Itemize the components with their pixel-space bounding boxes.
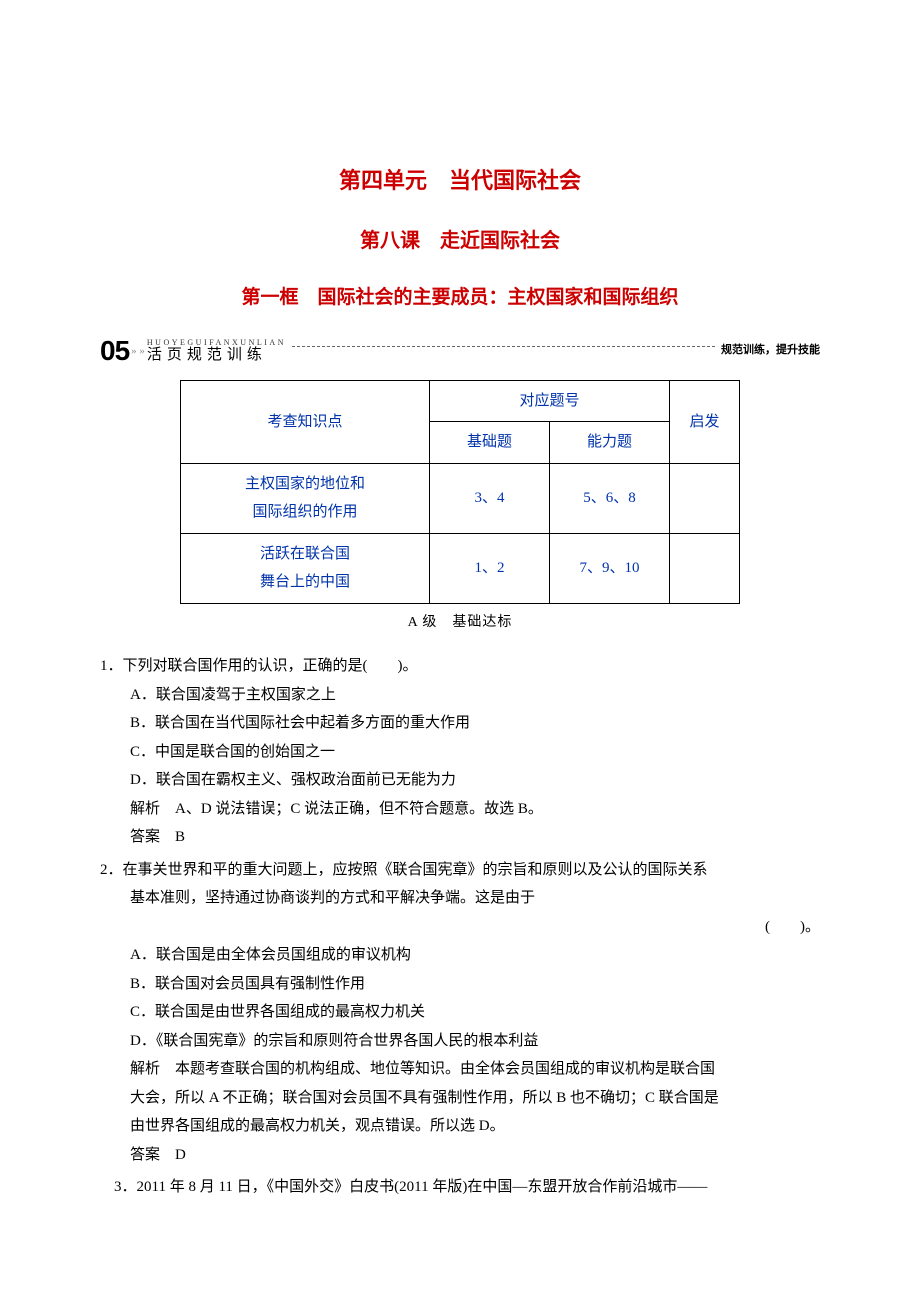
question-3: 3．2011 年 8 月 11 日，《中国外交》白皮书(2011 年版)在中国—… — [100, 1173, 820, 1202]
q2-analysis-line2: 大会，所以 A 不正确；联合国对会员国不具有强制性作用，所以 B 也不确切；C … — [130, 1084, 820, 1113]
th-ability: 能力题 — [550, 422, 670, 464]
banner-pinyin: HUOYEGUIFANXUNLIAN — [147, 339, 286, 347]
unit-title: 第四单元 当代国际社会 — [100, 160, 820, 202]
q2-option-b: B．联合国对会员国具有强制性作用 — [130, 970, 820, 999]
lesson-title: 第八课 走近国际社会 — [100, 222, 820, 260]
q2-option-d: D．《联合国宪章》的宗旨和原则符合世界各国人民的根本利益 — [130, 1027, 820, 1056]
topic-line1: 主权国家的地位和 — [245, 476, 365, 492]
knowledge-table: 考查知识点 对应题号 启发 基础题 能力题 主权国家的地位和 国际组织的作用 3… — [180, 380, 740, 604]
topic-line2: 国际组织的作用 — [252, 504, 357, 520]
td-basic: 1、2 — [430, 533, 550, 603]
q2-paren: ( )。 — [100, 913, 820, 942]
q2-analysis-line3: 由世界各国组成的最高权力机关，观点错误。所以选 D。 — [130, 1112, 820, 1141]
q1-analysis: 解析 A、D 说法错误；C 说法正确，但不符合题意。故选 B。 — [130, 795, 820, 824]
td-ability: 7、9、10 — [550, 533, 670, 603]
q2-stem-line2: 基本准则，坚持通过协商谈判的方式和平解决争端。这是由于 — [130, 884, 820, 913]
td-basic: 3、4 — [430, 463, 550, 533]
q1-answer: 答案 B — [130, 823, 820, 852]
question-1: 1．下列对联合国作用的认识，正确的是( )。 A．联合国凌驾于主权国家之上 B．… — [100, 652, 820, 852]
td-insp — [670, 533, 740, 603]
table-row: 活跃在联合国 舞台上的中国 1、2 7、9、10 — [181, 533, 740, 603]
th-insp: 启发 — [670, 380, 740, 463]
q3-stem: 3．2011 年 8 月 11 日，《中国外交》白皮书(2011 年版)在中国—… — [114, 1173, 820, 1202]
q1-option-c: C．中国是联合国的创始国之一 — [130, 738, 820, 767]
q2-option-a: A．联合国是由全体会员国组成的审议机构 — [130, 941, 820, 970]
td-topic: 主权国家的地位和 国际组织的作用 — [181, 463, 430, 533]
topic-line2: 舞台上的中国 — [260, 574, 350, 590]
question-2: 2．在事关世界和平的重大问题上，应按照《联合国宪章》的宗旨和原则以及公认的国际关… — [100, 856, 820, 1170]
q2-answer: 答案 D — [130, 1141, 820, 1170]
td-insp — [670, 463, 740, 533]
level-label: A 级 基础达标 — [100, 610, 820, 637]
banner-label: 活页规范训练 — [147, 348, 286, 363]
q2-stem-line1: 2．在事关世界和平的重大问题上，应按照《联合国宪章》的宗旨和原则以及公认的国际关… — [100, 856, 820, 885]
q1-option-a: A．联合国凌驾于主权国家之上 — [130, 681, 820, 710]
banner-chevron-icon: » » — [131, 348, 145, 355]
q1-option-b: B．联合国在当代国际社会中起着多方面的重大作用 — [130, 709, 820, 738]
table-header-row: 考查知识点 对应题号 启发 — [181, 380, 740, 422]
q2-analysis-line1: 解析 本题考查联合国的机构组成、地位等知识。由全体会员国组成的审议机构是联合国 — [130, 1055, 820, 1084]
q2-option-c: C．联合国是由世界各国组成的最高权力机关 — [130, 998, 820, 1027]
banner-number: 05 — [100, 324, 129, 377]
topic-line1: 活跃在联合国 — [260, 546, 350, 562]
q1-stem: 1．下列对联合国作用的认识，正确的是( )。 — [100, 652, 820, 681]
td-ability: 5、6、8 — [550, 463, 670, 533]
th-group: 对应题号 — [430, 380, 670, 422]
frame-title: 第一框 国际社会的主要成员：主权国家和国际组织 — [100, 280, 820, 316]
th-topic: 考查知识点 — [181, 380, 430, 463]
td-topic: 活跃在联合国 舞台上的中国 — [181, 533, 430, 603]
section-banner: 05 » » HUOYEGUIFANXUNLIAN 活页规范训练 规范训练，提升… — [100, 334, 820, 368]
banner-dash-line — [292, 346, 715, 347]
banner-text-column: HUOYEGUIFANXUNLIAN 活页规范训练 — [147, 339, 286, 363]
table-row: 主权国家的地位和 国际组织的作用 3、4 5、6、8 — [181, 463, 740, 533]
banner-right-text: 规范训练，提升技能 — [721, 340, 820, 361]
th-basic: 基础题 — [430, 422, 550, 464]
q1-option-d: D．联合国在霸权主义、强权政治面前已无能为力 — [130, 766, 820, 795]
